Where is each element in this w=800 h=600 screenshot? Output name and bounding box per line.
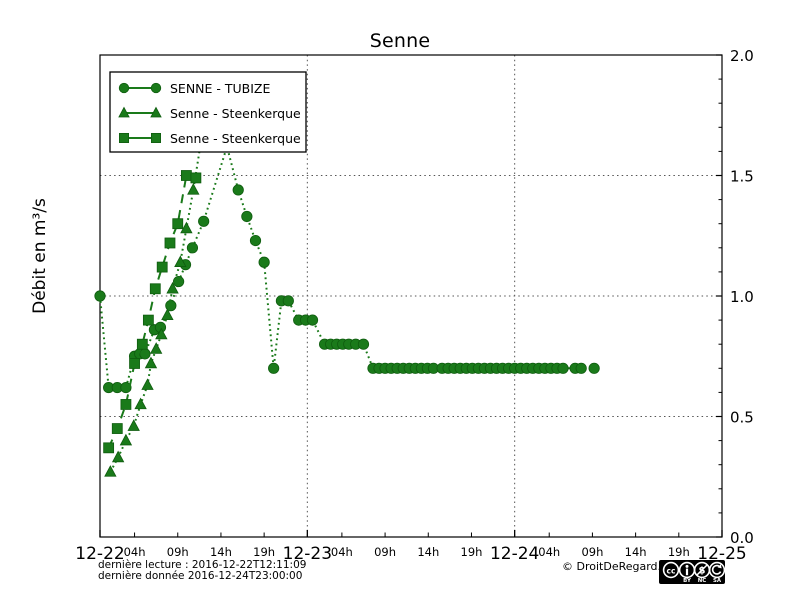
data-point-circle [139,348,151,360]
axis-tick-labels: 0.0 0.5 1.0 1.5 2.0 12-22 12-23 12-24 12-25 04h 09… [75,47,754,564]
legend-entry[interactable]: Senne - Steenkerque [119,131,301,146]
data-point-circle [198,215,210,227]
data-point-square [120,399,132,410]
page-title: Senne [369,30,431,52]
data-point-triangle [174,255,187,267]
data-point-square [111,423,123,434]
data-point-circle [258,256,270,268]
x-tick-label-major: 12-25 [697,544,746,564]
svg-text:SA: SA [713,578,722,584]
data-point-circle [232,184,244,196]
data-point-triangle [118,106,130,118]
y-tick-label: 2.0 [730,47,754,65]
x-tick-label-minor: 14h [210,545,232,559]
svg-text:cc: cc [667,566,676,575]
series-line [107,174,197,449]
legend-label: Senne - Steenkerque [170,131,301,146]
data-point-circle [268,362,280,374]
chart-legend: SENNE - TUBIZE Senne - Steenkerque Senne -… [109,71,307,153]
data-point-circle [173,275,185,288]
data-point-square [150,132,161,143]
data-point-square [190,172,202,184]
data-point-triangle [150,106,162,118]
data-point-triangle [161,308,174,321]
svg-text:BY: BY [683,578,691,584]
data-series-layer [94,120,600,477]
data-point-circle [557,362,569,374]
data-point-square [129,358,140,369]
data-point-triangle [149,342,163,354]
x-tick-label-major: 12-23 [283,544,332,564]
data-point-circle [306,314,319,326]
data-point-triangle [144,356,158,369]
svg-text:NC: NC [698,578,707,584]
series-line [99,142,595,389]
data-point-square [103,442,115,454]
series-circle [94,140,600,394]
data-point-circle [186,242,199,254]
x-tick-label-minor: 09h [167,545,189,559]
data-point-circle [120,381,132,394]
data-point-square [136,338,148,350]
data-point-triangle [141,378,154,390]
data-point-circle [282,295,294,307]
data-point-circle [94,290,106,302]
x-tick-label-minor: 04h [124,545,146,559]
cc-by-nc-sa-icon: cc $ BY NC SA [659,560,726,584]
x-tick-label-minor: 09h [581,545,603,559]
data-point-circle [357,338,370,350]
x-tick-label-minor: 19h [668,545,690,559]
svg-text:$: $ [699,566,706,577]
data-point-square [149,283,161,295]
last-reading-text: dernière lecture : 2016-12-22T12:11:09 [98,559,307,571]
y-tick-label: 0.0 [730,529,754,547]
data-point-triangle [180,221,193,234]
x-tick-label-minor: 14h [417,545,439,559]
gridlines [100,55,722,537]
data-point-square [180,170,192,181]
data-point-circle [575,362,587,374]
x-tick-label-minor: 04h [331,545,353,559]
x-tick-label-minor: 19h [461,545,483,559]
legend-entry[interactable]: Senne - Steenkerque [118,106,301,121]
legend-label: SENNE - TUBIZE [170,81,270,96]
last-data-text: dernière donnée 2016-12-24T23:00:00 [98,570,303,582]
series-line [109,127,206,473]
axis-ticks [99,54,723,538]
data-point-square [142,314,154,326]
data-point-square [156,261,168,273]
data-point-triangle [111,450,125,463]
copyright-text: © DroitDeRegard.be [562,560,675,573]
y-tick-label: 1.0 [730,288,754,306]
x-tick-label-minor: 14h [625,545,647,559]
series-triangle [104,120,211,477]
data-point-triangle [127,419,140,431]
data-point-square [119,132,130,143]
data-point-triangle [166,281,179,294]
y-tick-label: 0.5 [730,409,754,427]
data-point-square [164,237,176,249]
x-tick-label-minor: 09h [374,545,396,559]
data-point-square [172,218,184,230]
x-tick-label-major: 12-24 [490,544,539,564]
data-point-circle [150,82,162,94]
x-tick-label-minor: 19h [253,545,275,559]
data-point-triangle [187,183,200,195]
legend-entry[interactable]: SENNE - TUBIZE [118,81,270,96]
data-point-triangle [119,433,133,446]
data-point-triangle [104,465,117,477]
data-point-triangle [155,327,168,340]
x-tick-label-minor: 04h [538,545,560,559]
data-point-circle [249,234,262,247]
series-square [103,170,202,454]
data-point-circle [118,82,130,94]
x-tick-label-major: 12-22 [75,544,124,564]
data-point-circle [588,362,600,374]
data-point-circle [241,210,253,223]
data-point-triangle [134,397,147,410]
legend-label: Senne - Steenkerque [170,106,301,121]
y-tick-label: 1.5 [730,168,754,186]
